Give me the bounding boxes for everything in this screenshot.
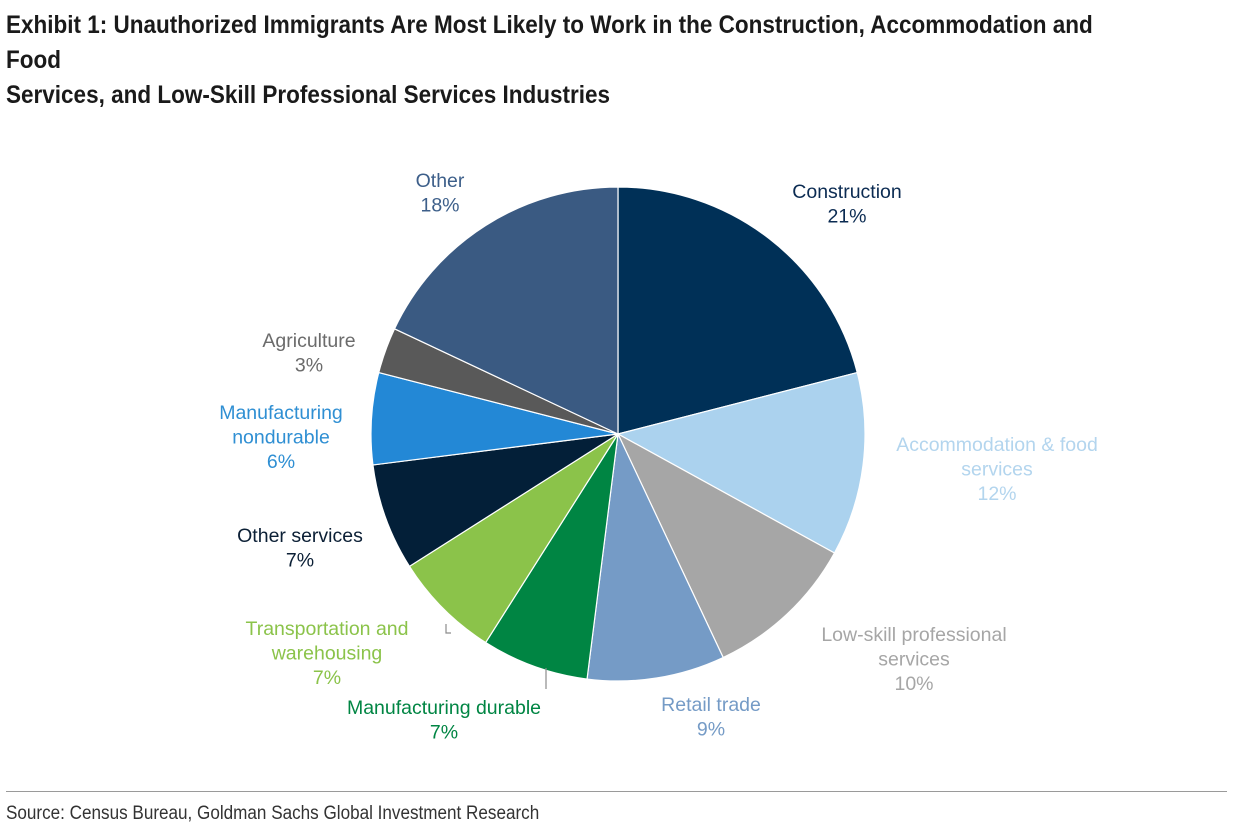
slice-name-line: Other [416, 170, 465, 192]
slice-name-line: Construction [792, 181, 901, 203]
source-note: Source: Census Bureau, Goldman Sachs Glo… [6, 803, 540, 824]
slice-value-label: 21% [827, 206, 866, 228]
chart-title: Exhibit 1: Unauthorized Immigrants Are M… [6, 8, 1109, 113]
slice-label-accommodation-food-services: Accommodation & food services 12% [896, 434, 1098, 505]
pie-slice-other [393, 186, 619, 435]
leader-line [445, 624, 451, 634]
leader-lines [445, 624, 547, 689]
title-line-1: Exhibit 1: Unauthorized Immigrants Are M… [6, 11, 1093, 74]
slice-label-low-skill-professional-services: Low-skill professional services 10% [821, 624, 1006, 695]
slice-name-line: services [961, 459, 1033, 481]
slice-value-label: 7% [286, 550, 314, 572]
slice-name-line: warehousing [271, 643, 383, 665]
pie-slice-transportation-and-warehousing [408, 433, 619, 644]
slice-name-line: Retail trade [661, 694, 761, 716]
pie-slice-construction [617, 186, 858, 435]
slice-value-label: 9% [697, 719, 725, 741]
slice-label-manufacturing-durable: Manufacturing durable 7% [347, 697, 541, 744]
pie-slice-manufacturing-durable [484, 433, 619, 680]
slice-name-line: nondurable [232, 427, 330, 449]
slice-name-line: services [878, 649, 950, 671]
slice-label-construction: Construction 21% [792, 181, 901, 228]
footer-divider [6, 791, 1227, 792]
slice-value-label: 10% [894, 673, 933, 695]
slice-name-line: Manufacturing durable [347, 697, 541, 719]
slice-label-transportation-and-warehousing: Transportation and warehousing 7% [246, 618, 409, 689]
slice-name-line: Transportation and [246, 618, 409, 640]
slice-value-label: 6% [267, 451, 295, 473]
slice-value-label: 7% [430, 722, 458, 744]
slice-value-label: 18% [420, 195, 459, 217]
slice-label-retail-trade: Retail trade 9% [661, 694, 761, 741]
slice-value-label: 7% [313, 667, 341, 689]
slice-name-line: Low-skill professional [821, 624, 1006, 646]
slice-name-line: Accommodation & food [896, 434, 1098, 456]
slice-label-manufacturing-nondurable: Manufacturing nondurable 6% [219, 402, 343, 473]
pie-slice-accommodation-food-services [616, 371, 866, 554]
slice-value-label: 3% [295, 355, 323, 377]
slice-labels: Construction 21% Accommodation & food servi… [219, 170, 1098, 744]
slice-name-line: Agriculture [262, 330, 355, 352]
slice-name-line: Manufacturing [219, 402, 343, 424]
title-line-2: Services, and Low-Skill Professional Ser… [6, 81, 610, 109]
pie-slice-other-services [372, 433, 619, 568]
slice-label-other-services: Other services 7% [237, 525, 363, 572]
slice-name-line: Other services [237, 525, 363, 547]
pie-slices [370, 186, 866, 682]
slice-label-agriculture: Agriculture 3% [262, 330, 355, 377]
pie-chart: Construction 21% Accommodation & food servi… [219, 170, 1098, 744]
pie-slice-low-skill-professional-services [616, 432, 836, 659]
pie-slice-retail-trade [586, 431, 724, 682]
slice-label-other: Other 18% [416, 170, 465, 217]
slice-value-label: 12% [977, 483, 1016, 505]
